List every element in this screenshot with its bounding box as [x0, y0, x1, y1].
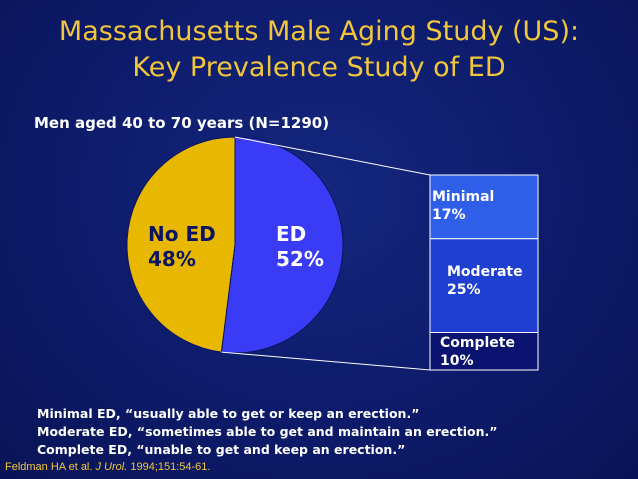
note-moderate: Moderate ED, “sometimes able to get and …	[37, 424, 498, 439]
bar-label-complete-pct: 10%	[440, 353, 474, 369]
note-complete: Complete ED, “unable to get and keep an …	[37, 442, 406, 457]
connector-line-bottom	[221, 351, 431, 371]
bar-label-minimal: Minimal 17%	[432, 188, 494, 224]
pie-label-ed-name: ED	[276, 222, 307, 246]
slide-title: Massachusetts Male Aging Study (US): Key…	[0, 14, 638, 86]
pie-label-no-ed-pct: 48%	[148, 247, 196, 271]
pie-label-no-ed: No ED 48%	[148, 222, 216, 272]
bar-label-complete-name: Complete	[440, 335, 515, 351]
bar-label-minimal-name: Minimal	[432, 189, 495, 205]
title-line-1: Massachusetts Male Aging Study (US):	[58, 16, 580, 47]
pie-slice-ed	[220, 136, 344, 354]
pie-label-ed-pct: 52%	[276, 247, 324, 271]
bar-label-moderate-name: Moderate	[447, 264, 523, 280]
bar-label-complete: Complete 10%	[440, 334, 515, 370]
definitions-notes: Minimal ED, “usually able to get or keep…	[37, 405, 498, 459]
pie-chart	[126, 136, 344, 354]
citation: Feldman HA et al. J Urol. 1994;151:54-61…	[5, 461, 210, 473]
bar-label-moderate-pct: 25%	[447, 282, 481, 298]
title-line-2: Key Prevalence Study of ED	[132, 52, 506, 83]
pie-label-ed: ED 52%	[276, 222, 324, 272]
bar-label-moderate: Moderate 25%	[447, 263, 523, 299]
pie-slice-no-ed	[126, 136, 236, 353]
citation-authors: Feldman HA et al.	[5, 461, 93, 473]
pie-label-no-ed-name: No ED	[148, 222, 216, 246]
bar-segment-moderate	[429, 238, 539, 333]
bar-segment-complete	[429, 332, 539, 371]
bar-segment-minimal	[429, 174, 539, 240]
citation-details: 1994;151:54-61.	[130, 461, 211, 473]
connector-line-top	[234, 136, 431, 176]
bar-label-minimal-pct: 17%	[432, 207, 466, 223]
stacked-bar	[221, 136, 539, 371]
note-minimal: Minimal ED, “usually able to get or keep…	[37, 406, 420, 421]
chart-subtitle: Men aged 40 to 70 years (N=1290)	[34, 114, 330, 132]
citation-journal: J Urol.	[95, 461, 128, 473]
